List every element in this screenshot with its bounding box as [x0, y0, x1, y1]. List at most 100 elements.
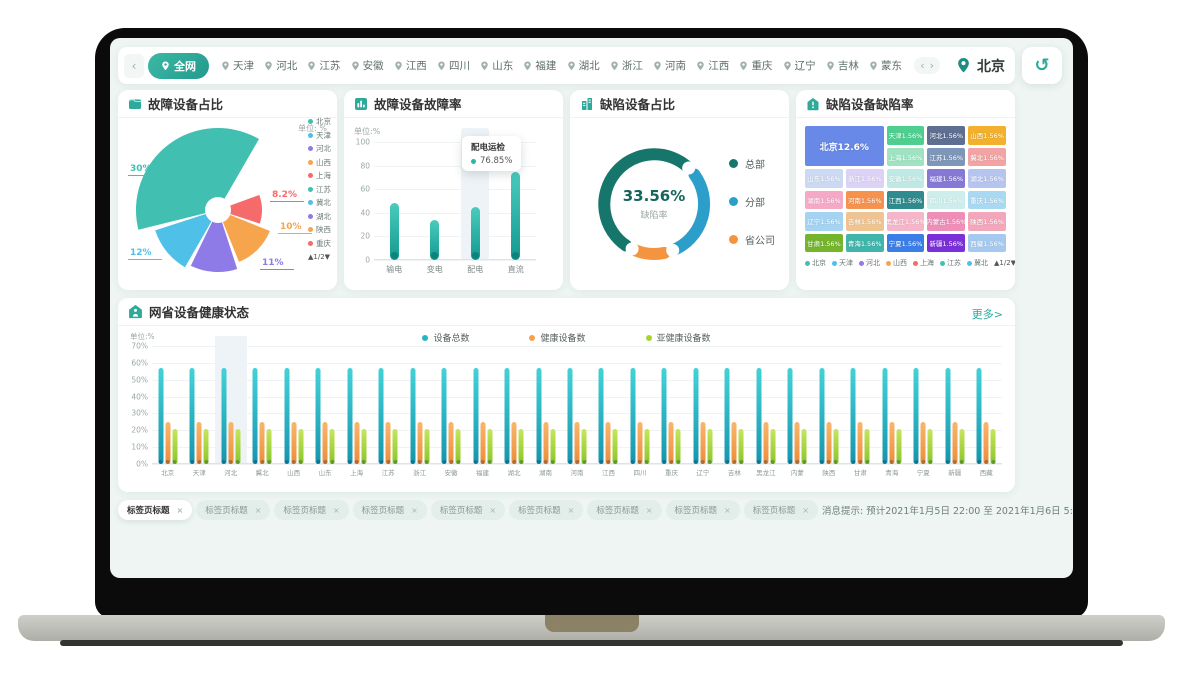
bar-健康设备数[interactable] — [605, 421, 611, 464]
bar-健康设备数[interactable] — [574, 421, 580, 464]
bar-亚健康设备数[interactable] — [203, 428, 209, 464]
legend-item[interactable]: 设备总数 — [422, 331, 469, 344]
bottom-tab[interactable]: 标签页标题 × — [587, 500, 662, 520]
bar-健康设备数[interactable] — [668, 421, 674, 464]
bar-设备总数[interactable] — [504, 367, 510, 464]
bar-健康设备数[interactable] — [983, 421, 989, 464]
nav-region-item[interactable]: 天津 — [221, 58, 254, 73]
tab-close-icon[interactable]: × — [332, 505, 340, 515]
tab-close-icon[interactable]: × — [802, 505, 809, 515]
bar-健康设备数[interactable] — [794, 421, 800, 464]
bar-健康设备数[interactable] — [480, 421, 486, 464]
treemap-cell-山东[interactable]: 山东1.56% — [805, 169, 843, 188]
legend-item[interactable]: 湖北 — [308, 211, 331, 222]
legend-pager[interactable]: ▲1/2▼ — [308, 253, 331, 261]
bar-设备总数[interactable] — [787, 367, 793, 464]
legend-item[interactable]: 总部 — [729, 156, 775, 171]
treemap-cell-新疆[interactable]: 新疆1.56% — [927, 233, 966, 252]
bottom-tab[interactable]: 标签页标题 × — [509, 500, 584, 520]
bar-健康设备数[interactable] — [952, 421, 958, 464]
legend-item[interactable]: 江苏 — [308, 184, 331, 195]
bar-亚健康设备数[interactable] — [581, 428, 587, 464]
bottom-tab[interactable]: 标签页标题 × — [665, 500, 740, 520]
nav-region-item[interactable]: 吉林 — [826, 58, 859, 73]
tab-close-icon[interactable]: × — [489, 505, 497, 515]
bar-设备总数[interactable] — [347, 367, 353, 464]
bar-健康设备数[interactable] — [448, 421, 454, 464]
bar-健康设备数[interactable] — [354, 421, 360, 464]
bar-亚健康设备数[interactable] — [612, 428, 618, 464]
bar-健康设备数[interactable] — [543, 421, 549, 464]
bar-设备总数[interactable] — [976, 367, 982, 464]
bar-设备总数[interactable] — [661, 367, 667, 464]
bar-亚健康设备数[interactable] — [518, 428, 524, 464]
bar-健康设备数[interactable] — [637, 421, 643, 464]
bar-亚健康设备数[interactable] — [864, 428, 870, 464]
bar-设备总数[interactable] — [189, 367, 195, 464]
bar-设备总数[interactable] — [756, 367, 762, 464]
treemap-cell-内蒙古[interactable]: 内蒙古1.56% — [927, 212, 966, 231]
fault-share-rose-chart[interactable] — [132, 124, 304, 290]
legend-item[interactable]: 冀北 — [967, 258, 988, 268]
legend-item[interactable]: 山西 — [308, 157, 331, 168]
bar-设备总数[interactable] — [378, 367, 384, 464]
bar-亚健康设备数[interactable] — [675, 428, 681, 464]
treemap-cell-河北[interactable]: 河北1.56% — [927, 126, 966, 145]
bar-健康设备数[interactable] — [291, 421, 297, 464]
bar-健康设备数[interactable] — [889, 421, 895, 464]
treemap-cell-上海[interactable]: 上海1.56% — [886, 147, 925, 166]
bar-设备总数[interactable] — [819, 367, 825, 464]
bar-设备总数[interactable] — [913, 367, 919, 464]
nav-region-item[interactable]: 湖北 — [567, 58, 600, 73]
legend-item[interactable]: 省公司 — [729, 232, 775, 247]
legend-item[interactable]: 北京 — [805, 258, 826, 268]
legend-item[interactable]: 陕西 — [308, 224, 331, 235]
treemap-cell-江西[interactable]: 江西1.56% — [886, 190, 925, 209]
nav-region-item[interactable]: 四川 — [437, 58, 470, 73]
bar-亚健康设备数[interactable] — [235, 428, 241, 464]
treemap-cell-江苏[interactable]: 江苏1.56% — [927, 147, 966, 166]
bar-亚健康设备数[interactable] — [172, 428, 178, 464]
bar-健康设备数[interactable] — [196, 421, 202, 464]
legend-item[interactable]: 重庆 — [308, 238, 331, 249]
bar-健康设备数[interactable] — [731, 421, 737, 464]
city-selector[interactable]: 北京 — [944, 56, 1005, 76]
bar-健康设备数[interactable] — [511, 421, 517, 464]
bar-亚健康设备数[interactable] — [266, 428, 272, 464]
bar-设备总数[interactable] — [945, 367, 951, 464]
bottom-tab[interactable]: 标签页标题 × — [196, 500, 271, 520]
bottom-tab[interactable]: 标签页标题 × — [430, 500, 506, 520]
bar-亚健康设备数[interactable] — [927, 428, 933, 464]
legend-pager[interactable]: ▲1/2▼ — [994, 259, 1015, 267]
legend-item[interactable]: 亚健康设备数 — [645, 331, 711, 344]
treemap-cell-浙江[interactable]: 浙江1.56% — [845, 169, 884, 188]
legend-item[interactable]: 江苏 — [940, 258, 961, 268]
nav-region-item[interactable]: 江西 — [696, 58, 729, 73]
nav-region-item[interactable]: 河北 — [264, 58, 297, 73]
bar-亚健康设备数[interactable] — [738, 428, 744, 464]
bar-健康设备数[interactable] — [322, 421, 328, 464]
legend-item[interactable]: 河北 — [859, 258, 880, 268]
bottom-tab[interactable]: 标签页标题 × — [743, 500, 818, 520]
bar-设备总数[interactable] — [315, 367, 321, 464]
tab-close-icon[interactable]: × — [567, 505, 575, 515]
bar-配电[interactable] — [470, 206, 480, 260]
bar-健康设备数[interactable] — [920, 421, 926, 464]
tab-close-icon[interactable]: × — [411, 505, 418, 515]
treemap-cell-宁夏[interactable]: 宁夏1.56% — [886, 233, 925, 252]
bar-亚健康设备数[interactable] — [707, 428, 713, 464]
bar-设备总数[interactable] — [630, 367, 636, 464]
bar-设备总数[interactable] — [693, 367, 699, 464]
bar-亚健康设备数[interactable] — [424, 428, 430, 464]
bar-亚健康设备数[interactable] — [392, 428, 398, 464]
bar-亚健康设备数[interactable] — [329, 428, 335, 464]
bar-设备总数[interactable] — [724, 367, 730, 464]
legend-item[interactable]: 上海 — [308, 170, 331, 181]
nav-region-item[interactable]: 蒙东 — [869, 58, 902, 73]
legend-item[interactable]: 河北 — [308, 143, 331, 154]
nav-item-active-all-network[interactable]: 全网 — [148, 52, 209, 79]
legend-item[interactable]: 北京 — [308, 116, 331, 127]
legend-item[interactable]: 分部 — [729, 194, 775, 209]
treemap-cell-冀北[interactable]: 冀北1.56% — [968, 147, 1006, 166]
tab-close-icon[interactable]: × — [724, 505, 731, 515]
